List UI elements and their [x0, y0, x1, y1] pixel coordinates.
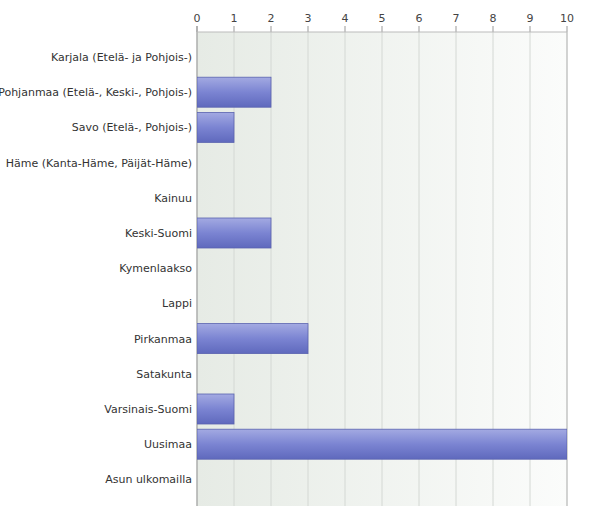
- chart: 0 1 2 3 4 5 6 7 8 9 10 Karjala (Etelä- ja Pohjois-)…: [0, 0, 600, 521]
- category-label: Uusimaa: [144, 438, 192, 451]
- category-label: Satakunta: [136, 368, 192, 381]
- bars: [197, 77, 567, 459]
- tick-label: 3: [305, 12, 312, 25]
- tick-mark: [345, 26, 346, 32]
- bar: [197, 429, 567, 459]
- bar: [197, 112, 234, 142]
- tick-mark: [271, 26, 272, 32]
- axis-line: [197, 32, 567, 33]
- tick-label: 4: [342, 12, 349, 25]
- bar: [197, 288, 198, 318]
- tick-label: 7: [453, 12, 460, 25]
- bar: [197, 464, 198, 494]
- bar: [197, 42, 198, 72]
- tick-mark: [493, 26, 494, 32]
- plot-background: [197, 32, 567, 506]
- bar: [197, 218, 271, 248]
- tick-label: 5: [379, 12, 386, 25]
- category-label: Lappi: [162, 297, 192, 310]
- category-label: Kymenlaakso: [119, 262, 192, 275]
- category-label: Kainuu: [154, 192, 192, 205]
- tick-label: 1: [231, 12, 238, 25]
- category-label: Varsinais-Suomi: [104, 403, 192, 416]
- tick-mark: [382, 26, 383, 32]
- bar: [197, 253, 198, 283]
- bar: [197, 77, 271, 107]
- chart-container: 0 1 2 3 4 5 6 7 8 9 10 Karjala (Etelä- ja Pohjois-)…: [0, 0, 600, 521]
- category-label: Häme (Kanta-Häme, Päijät-Häme): [6, 157, 192, 170]
- bar: [197, 324, 308, 354]
- bar: [197, 394, 234, 424]
- category-label: Savo (Etelä-, Pohjois-): [72, 121, 192, 134]
- category-label: Pohjanmaa (Etelä-, Keski-, Pohjois-): [0, 86, 192, 99]
- tick-mark: [234, 26, 235, 32]
- category-label: Pirkanmaa: [134, 333, 192, 346]
- tick-label: 9: [527, 12, 534, 25]
- tick-mark: [530, 26, 531, 32]
- category-label: Keski-Suomi: [125, 227, 192, 240]
- tick-label: 2: [268, 12, 275, 25]
- category-label: Asun ulkomailla: [105, 473, 192, 486]
- tick-mark: [308, 26, 309, 32]
- tick-mark: [456, 26, 457, 32]
- tick-mark: [567, 26, 568, 32]
- bar: [197, 148, 198, 178]
- tick-mark: [419, 26, 420, 32]
- category-label: Karjala (Etelä- ja Pohjois-): [51, 51, 192, 64]
- tick-label: 8: [490, 12, 497, 25]
- bar: [197, 183, 198, 213]
- tick-label: 6: [416, 12, 423, 25]
- bar: [197, 359, 198, 389]
- tick-label: 0: [194, 12, 201, 25]
- tick-label: 10: [560, 12, 574, 25]
